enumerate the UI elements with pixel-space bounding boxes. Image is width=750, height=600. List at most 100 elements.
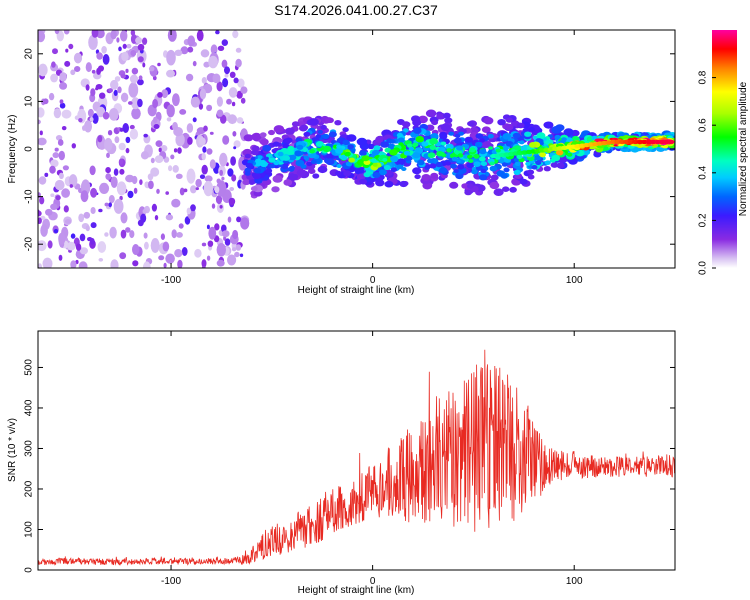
spectrogram-signal-blob xyxy=(466,162,475,169)
spectrogram-core-blob xyxy=(473,153,480,159)
spectrogram-halo-blob xyxy=(483,117,494,125)
spectrogram-halo-blob xyxy=(527,169,535,175)
spectrogram-noise-blob xyxy=(38,176,47,185)
spectrogram-signal-blob xyxy=(430,133,439,140)
spectrogram-noise-blob xyxy=(90,88,96,97)
spectrogram-halo-blob xyxy=(283,179,293,186)
spectrogram-core-blob xyxy=(473,161,481,167)
spectrogram-noise-blob xyxy=(198,103,204,110)
spectrogram-noise-blob xyxy=(55,195,61,201)
spectrogram-signal-blob xyxy=(396,158,406,165)
spectrogram-noise-blob xyxy=(232,30,239,39)
spectrogram-noise-blob xyxy=(206,224,210,230)
spectrogram-noise-blob xyxy=(38,63,48,77)
spectrogram-core-blob xyxy=(309,149,315,154)
spectrogram-noise-blob xyxy=(75,243,82,251)
spectrogram-noise-blob xyxy=(216,180,227,197)
spectrogram-noise-blob xyxy=(185,73,194,82)
snr-ytick-label: 0 xyxy=(24,567,35,573)
snr-ytick-label: 500 xyxy=(24,359,35,376)
spectrogram-noise-blob xyxy=(184,216,191,225)
spectrogram-noise-blob xyxy=(209,131,214,135)
spectrogram-noise-blob xyxy=(108,195,115,204)
spectrogram-noise-blob xyxy=(113,89,118,96)
spectrogram-noise-blob xyxy=(139,179,143,186)
spectrogram-noise-blob xyxy=(122,43,127,49)
snr-panel: -100 0 100 0 100 200 300 400 500 Height of strai… xyxy=(7,330,676,596)
spectrogram-noise-blob xyxy=(172,165,179,173)
spectrogram-noise-blob xyxy=(187,35,195,47)
spectrogram-noise-blob xyxy=(240,97,246,104)
spectrogram-signal-blob xyxy=(487,133,494,139)
spectrogram-noise-blob xyxy=(228,87,238,98)
spectrogram-noise-blob xyxy=(240,217,250,230)
spectrogram-noise-blob xyxy=(38,263,42,268)
spectrogram-noise-blob xyxy=(206,148,213,155)
spectrogram-signal-blob xyxy=(479,174,488,181)
spectrogram-signal-blob xyxy=(439,167,448,174)
spectrogram-core-blob xyxy=(253,167,262,174)
spectrogram-noise-blob xyxy=(108,108,119,121)
spectrogram-noise-blob xyxy=(216,243,226,257)
spectrogram-signal-blob xyxy=(565,137,573,143)
spectrogram-noise-blob xyxy=(222,230,230,238)
spectrogram-noise-blob xyxy=(201,152,206,161)
spectrogram-noise-blob xyxy=(104,232,109,237)
spectrogram-signal-blob xyxy=(554,134,561,140)
spectrogram-noise-blob xyxy=(152,98,159,109)
spectrogram-ytick-label: -20 xyxy=(24,237,35,252)
spectrogram-core-blob xyxy=(445,143,454,150)
spectrogram-noise-blob xyxy=(204,175,213,182)
spectrogram-noise-blob xyxy=(59,102,66,109)
spectrogram-noise-blob xyxy=(211,203,216,209)
spectrogram-noise-blob xyxy=(137,219,144,227)
snr-ylabel: SNR (10 * v/v) xyxy=(7,418,18,482)
spectrogram-noise-blob xyxy=(50,193,55,197)
spectrogram-core-blob xyxy=(269,164,276,169)
spectrogram-halo-blob xyxy=(367,143,375,150)
spectrogram-noise-blob xyxy=(39,196,45,205)
spectrogram-noise-blob xyxy=(239,253,244,258)
spectrogram-noise-blob xyxy=(47,240,53,249)
spectrogram-noise-blob xyxy=(128,82,139,98)
spectrogram-noise-blob xyxy=(69,184,74,188)
spectrogram-noise-blob xyxy=(206,255,211,261)
spectrogram-noise-blob xyxy=(179,187,185,196)
spectrogram-noise-blob xyxy=(137,98,143,108)
spectrogram-noise-blob xyxy=(117,86,122,94)
spectrogram-halo-blob xyxy=(287,173,299,181)
spectrogram-noise-blob xyxy=(215,30,220,35)
spectrogram-signal-blob xyxy=(501,162,508,167)
spectrogram-signal-blob xyxy=(373,145,381,151)
spectrogram-noise-blob xyxy=(186,168,196,184)
spectrogram-halo-blob xyxy=(272,175,283,183)
spectrogram-signal-blob xyxy=(251,149,259,156)
snr-frame xyxy=(37,330,676,571)
spectrogram-noise-blob xyxy=(231,101,236,107)
spectrogram-signal-blob xyxy=(525,161,531,166)
spectrogram-core-blob xyxy=(479,148,487,155)
spectrogram-noise-blob xyxy=(200,49,210,58)
spectrogram-halo-blob xyxy=(399,180,408,188)
spectrogram-noise-blob xyxy=(224,238,231,246)
spectrogram-noise-blob xyxy=(153,116,158,124)
spectrogram-noise-blob xyxy=(126,43,132,49)
spectrogram-noise-blob xyxy=(70,260,77,268)
spectrogram-halo-blob xyxy=(469,127,479,135)
spectrogram-signal-blob xyxy=(378,169,387,176)
spectrogram-signal-blob xyxy=(512,132,521,139)
spectrogram-core-blob xyxy=(421,141,429,147)
spectrogram-noise-blob xyxy=(235,47,242,53)
spectrogram-noise-blob xyxy=(63,30,70,35)
spectrogram-noise-blob xyxy=(178,223,184,229)
spectrogram-signal-blob xyxy=(317,129,323,134)
spectrogram-signal-blob xyxy=(372,172,381,178)
spectrogram-noise-blob xyxy=(108,88,113,93)
spectrogram-core-blob xyxy=(414,147,424,154)
spectrogram-signal-blob xyxy=(544,160,551,165)
spectrogram-noise-blob xyxy=(125,136,131,144)
spectrogram-halo-blob xyxy=(312,173,320,179)
spectrogram-signal-blob xyxy=(474,141,483,148)
spectrogram-halo-blob xyxy=(504,123,514,131)
spectrogram-signal-blob xyxy=(453,169,459,174)
